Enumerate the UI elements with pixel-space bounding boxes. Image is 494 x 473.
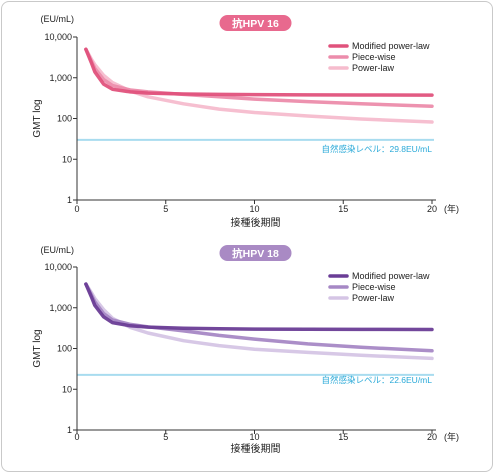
x-unit-label: (年): [444, 431, 459, 442]
y-tick-label: 1,000: [49, 73, 72, 83]
x-tick-label: 15: [338, 204, 348, 214]
x-tick-label: 20: [427, 432, 437, 442]
x-tick-label: 0: [74, 204, 79, 214]
y-axis-label: GMT log: [32, 329, 43, 367]
legend-label-3: Power-law: [352, 293, 395, 303]
y-tick-label: 10: [62, 154, 72, 164]
y-tick-label: 100: [57, 114, 72, 124]
y-tick-label: 1: [67, 195, 72, 205]
series-line-1: [84, 282, 434, 332]
chart-title: 抗HPV 18: [232, 247, 279, 260]
y-tick-label: 100: [57, 344, 72, 354]
x-axis-label: 接種後期間: [231, 442, 281, 455]
y-tick-label: 1: [67, 425, 72, 435]
y-tick-label: 10,000: [44, 262, 72, 272]
x-tick-label: 10: [249, 204, 259, 214]
legend-label-3: Power-law: [352, 63, 395, 73]
x-tick-label: 15: [338, 432, 348, 442]
y-tick-label: 10,000: [44, 32, 72, 42]
series-line-1: [84, 47, 434, 97]
x-tick-label: 5: [163, 204, 168, 214]
natural-infection-label: 自然感染レベル：29.8EU/mL: [321, 144, 432, 154]
legend-label-1: Modified power-law: [352, 41, 430, 51]
legend-label-2: Piece-wise: [352, 282, 396, 292]
chart-title-pill: [219, 245, 292, 261]
y-tick-label: 10: [62, 384, 72, 394]
natural-infection-label: 自然感染レベル：22.6EU/mL: [321, 375, 432, 385]
x-tick-label: 10: [249, 432, 259, 442]
y-unit-label: (EU/mL): [41, 245, 75, 255]
y-unit-label: (EU/mL): [41, 14, 75, 24]
y-tick-label: 1,000: [49, 303, 72, 313]
x-tick-label: 20: [427, 204, 437, 214]
chart-title-pill: [219, 15, 292, 31]
x-unit-label: (年): [444, 203, 459, 214]
x-axis-label: 接種後期間: [231, 216, 281, 229]
y-axis-label: GMT log: [32, 99, 43, 137]
legend-label-2: Piece-wise: [352, 52, 396, 62]
legend-label-1: Modified power-law: [352, 271, 430, 281]
chart-title: 抗HPV 16: [232, 17, 279, 30]
chart-panel-1: 抗HPV 16 (EU/mL) (年) 1 10 100 1,000 10,000 0 5 10 15…: [32, 14, 459, 229]
chart-panel-2: 抗HPV 18 (EU/mL) (年) 1 10 100 1,000 10,000 0 5 10 15…: [32, 245, 459, 455]
x-tick-label: 5: [163, 432, 168, 442]
x-tick-label: 0: [74, 432, 79, 442]
